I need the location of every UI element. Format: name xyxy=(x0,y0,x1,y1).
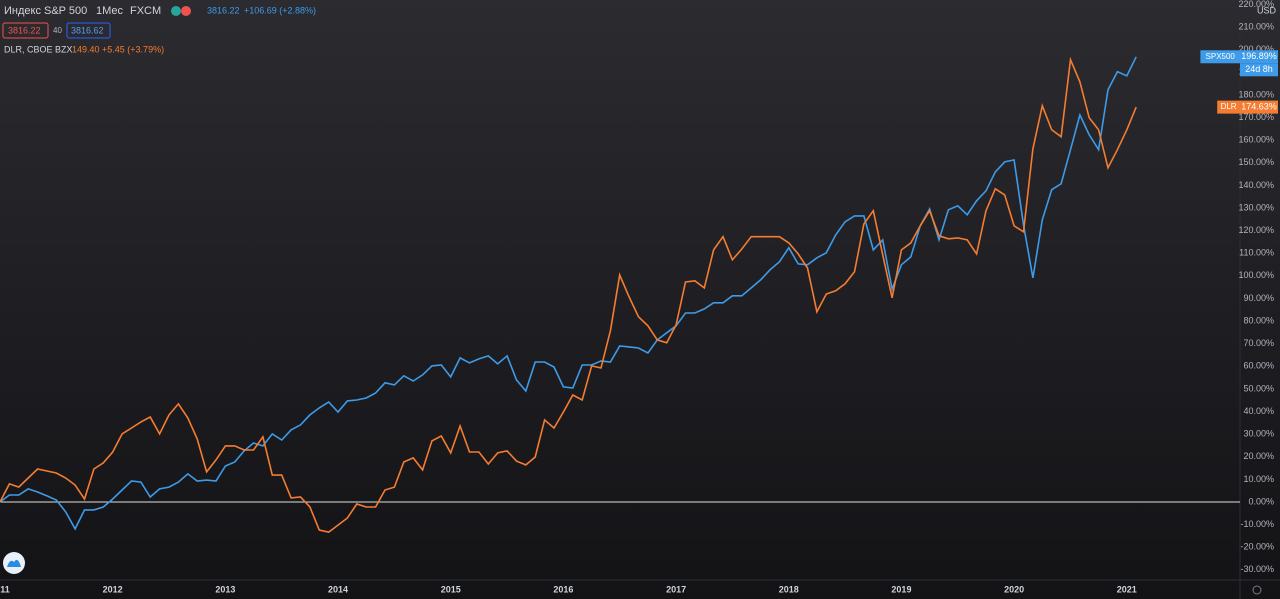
line-series xyxy=(0,56,1137,533)
y-tick-label: 0.00% xyxy=(1248,496,1274,506)
y-tick-label: 90.00% xyxy=(1243,293,1274,303)
y-tick-label: 70.00% xyxy=(1243,338,1274,348)
y-tick-label: 20.00% xyxy=(1243,451,1274,461)
x-tick-label: 2018 xyxy=(779,584,799,594)
symbol: Индекс S&P 500 xyxy=(4,5,87,17)
compare-quote: 149.40 +5.45 (+3.79%) xyxy=(72,44,164,54)
y-tick-label: 40.00% xyxy=(1243,406,1274,416)
y-tick-label: 100.00% xyxy=(1238,270,1274,280)
overlay: Индекс S&P 500 1Мес FXCM 3816.22 +106.69… xyxy=(2,5,1278,595)
x-tick-label: 2021 xyxy=(1117,584,1137,594)
y-tick-label: -20.00% xyxy=(1240,542,1274,552)
y-tick-label: 50.00% xyxy=(1243,383,1274,393)
bid-box[interactable] xyxy=(2,22,49,39)
y-tick-label: 150.00% xyxy=(1238,157,1274,167)
price: 3816.22 xyxy=(207,5,240,15)
y-tick-label: 80.00% xyxy=(1243,315,1274,325)
name-tag xyxy=(1217,100,1240,114)
y-tick-label: 200.00% xyxy=(1238,44,1274,54)
y-tick-label: -10.00% xyxy=(1240,519,1274,529)
x-tick-label: 2020 xyxy=(1004,584,1024,594)
interval: 1Мес xyxy=(96,5,124,17)
compare-symbol: DLR, CBOE BZX xyxy=(4,44,73,54)
x-tick-label: 2011 xyxy=(0,584,10,594)
x-tick-label: 2016 xyxy=(553,584,573,594)
y-tick-label: 140.00% xyxy=(1238,180,1274,190)
x-tick-label: 2017 xyxy=(666,584,686,594)
y-tick-label: 180.00% xyxy=(1238,89,1274,99)
currency: USD xyxy=(1257,5,1277,15)
series-name: DLR xyxy=(1221,102,1237,111)
settings-icon[interactable] xyxy=(1252,585,1262,595)
x-tick-label: 2013 xyxy=(215,584,235,594)
bid[interactable]: 3816.22 xyxy=(8,25,41,35)
y-tick-label: 220.00% xyxy=(1238,0,1274,9)
series-name: SPX500 xyxy=(1206,52,1236,61)
name-tag xyxy=(1200,50,1240,64)
y-tick-label: 10.00% xyxy=(1243,474,1274,484)
x-tick-label: 2014 xyxy=(328,584,348,594)
ask-box[interactable] xyxy=(66,22,111,39)
x-tick-label: 2012 xyxy=(103,584,123,594)
source: FXCM xyxy=(130,5,161,17)
y-tick-label: 60.00% xyxy=(1243,361,1274,371)
y-tick-label: 110.00% xyxy=(1239,248,1274,258)
countdown: 24d 8h xyxy=(1245,64,1273,74)
last-value-label: 196.89% xyxy=(1241,51,1277,61)
x-tick-label: 2019 xyxy=(891,584,911,594)
y-tick-label: 120.00% xyxy=(1238,225,1274,235)
countdown-tag xyxy=(1240,63,1278,77)
spread: 40 xyxy=(53,26,62,35)
y-tick-label: 30.00% xyxy=(1243,429,1274,439)
line-series xyxy=(0,56,1137,531)
y-tick-label: -30.00% xyxy=(1240,564,1274,574)
y-tick-label: 210.00% xyxy=(1238,22,1274,32)
change: +106.69 (+2.88%) xyxy=(244,5,316,15)
value-tag xyxy=(1240,100,1278,114)
x-tick-label: 2015 xyxy=(441,584,461,594)
y-tick-label: 170.00% xyxy=(1238,112,1274,122)
y-tick-label: 160.00% xyxy=(1238,135,1274,145)
status-dot xyxy=(181,6,191,16)
status-dot xyxy=(171,6,181,16)
logo-mark xyxy=(7,559,21,567)
value-tag xyxy=(1240,50,1278,64)
last-value-label: 174.63% xyxy=(1241,101,1277,111)
y-tick-label: 130.00% xyxy=(1238,202,1274,212)
ask[interactable]: 3816.62 xyxy=(71,25,104,35)
